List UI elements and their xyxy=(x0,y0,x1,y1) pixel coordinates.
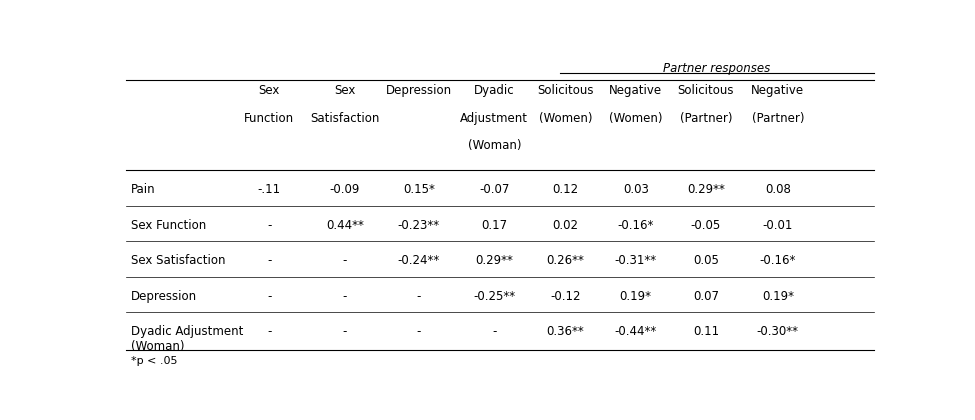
Text: 0.17: 0.17 xyxy=(482,218,507,231)
Text: Solicitous: Solicitous xyxy=(537,84,594,97)
Text: -0.09: -0.09 xyxy=(330,183,360,196)
Text: (Partner): (Partner) xyxy=(680,112,732,125)
Text: Sex Function: Sex Function xyxy=(131,218,206,231)
Text: 0.36**: 0.36** xyxy=(547,325,584,338)
Text: Pain: Pain xyxy=(131,183,156,196)
Text: -: - xyxy=(267,254,271,267)
Text: Depression: Depression xyxy=(386,84,451,97)
Text: 0.26**: 0.26** xyxy=(547,254,584,267)
Text: 0.15*: 0.15* xyxy=(403,183,435,196)
Text: Dyadic: Dyadic xyxy=(474,84,515,97)
Text: 0.12: 0.12 xyxy=(553,183,578,196)
Text: (Partner): (Partner) xyxy=(752,112,804,125)
Text: 0.29**: 0.29** xyxy=(476,254,513,267)
Text: -.11: -.11 xyxy=(257,183,281,196)
Text: -0.25**: -0.25** xyxy=(473,290,516,303)
Text: Solicitous: Solicitous xyxy=(678,84,734,97)
Text: -0.12: -0.12 xyxy=(550,290,581,303)
Text: -: - xyxy=(267,325,271,338)
Text: -: - xyxy=(342,290,347,303)
Text: Adjustment: Adjustment xyxy=(460,112,528,125)
Text: -0.30**: -0.30** xyxy=(757,325,799,338)
Text: -0.31**: -0.31** xyxy=(614,254,657,267)
Text: 0.29**: 0.29** xyxy=(687,183,724,196)
Text: 0.44**: 0.44** xyxy=(326,218,364,231)
Text: -0.23**: -0.23** xyxy=(398,218,440,231)
Text: Partner responses: Partner responses xyxy=(663,62,770,75)
Text: (Woman): (Woman) xyxy=(468,139,522,152)
Text: -: - xyxy=(342,254,347,267)
Text: -: - xyxy=(267,290,271,303)
Text: Dyadic Adjustment
(Woman): Dyadic Adjustment (Woman) xyxy=(131,325,244,353)
Text: Negative: Negative xyxy=(609,84,662,97)
Text: -: - xyxy=(416,325,421,338)
Text: 0.03: 0.03 xyxy=(623,183,648,196)
Text: (Women): (Women) xyxy=(609,112,662,125)
Text: (Women): (Women) xyxy=(538,112,592,125)
Text: -0.05: -0.05 xyxy=(691,218,722,231)
Text: Negative: Negative xyxy=(751,84,804,97)
Text: 0.05: 0.05 xyxy=(693,254,719,267)
Text: -0.16*: -0.16* xyxy=(617,218,654,231)
Text: -0.07: -0.07 xyxy=(479,183,510,196)
Text: -0.01: -0.01 xyxy=(762,218,793,231)
Text: -0.16*: -0.16* xyxy=(760,254,796,267)
Text: 0.02: 0.02 xyxy=(553,218,578,231)
Text: -0.44**: -0.44** xyxy=(614,325,657,338)
Text: Satisfaction: Satisfaction xyxy=(310,112,379,125)
Text: -: - xyxy=(267,218,271,231)
Text: 0.19*: 0.19* xyxy=(620,290,651,303)
Text: Sex: Sex xyxy=(258,84,280,97)
Text: -0.24**: -0.24** xyxy=(398,254,440,267)
Text: -: - xyxy=(492,325,496,338)
Text: *p < .05: *p < .05 xyxy=(131,356,177,366)
Text: Sex Satisfaction: Sex Satisfaction xyxy=(131,254,225,267)
Text: 0.11: 0.11 xyxy=(693,325,719,338)
Text: Sex: Sex xyxy=(334,84,356,97)
Text: -: - xyxy=(342,325,347,338)
Text: 0.19*: 0.19* xyxy=(761,290,794,303)
Text: Depression: Depression xyxy=(131,290,197,303)
Text: 0.07: 0.07 xyxy=(693,290,719,303)
Text: 0.08: 0.08 xyxy=(764,183,791,196)
Text: -: - xyxy=(416,290,421,303)
Text: Function: Function xyxy=(244,112,294,125)
